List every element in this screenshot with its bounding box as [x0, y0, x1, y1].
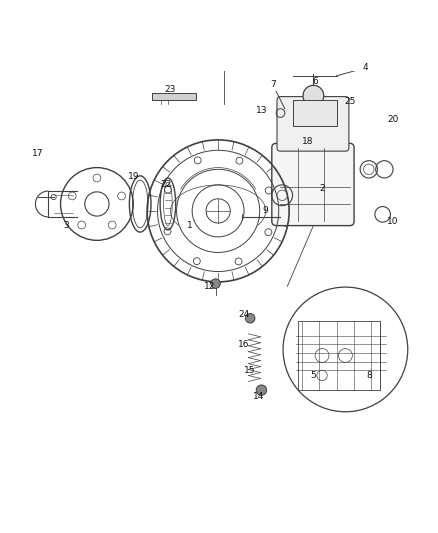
Text: 3: 3: [63, 221, 69, 230]
Bar: [298, 321, 380, 390]
Text: 22: 22: [161, 180, 172, 189]
Text: 1: 1: [187, 221, 192, 230]
Text: 13: 13: [256, 106, 267, 115]
Text: 4: 4: [363, 63, 368, 71]
Text: 16: 16: [237, 340, 249, 349]
Text: 9: 9: [262, 206, 268, 214]
Text: 12: 12: [204, 282, 215, 290]
Circle shape: [245, 313, 255, 323]
FancyBboxPatch shape: [277, 96, 349, 151]
Circle shape: [256, 385, 267, 395]
Text: 15: 15: [244, 366, 256, 375]
Text: 20: 20: [387, 115, 399, 124]
Text: 5: 5: [311, 371, 316, 380]
Bar: [152, 93, 196, 100]
Text: 19: 19: [127, 172, 139, 181]
Text: 8: 8: [366, 371, 372, 380]
Text: 7: 7: [271, 80, 276, 89]
Text: 6: 6: [312, 77, 318, 85]
Circle shape: [303, 85, 324, 106]
Text: 11: 11: [216, 0, 227, 1]
Circle shape: [211, 279, 220, 288]
Text: 2: 2: [319, 184, 325, 193]
Bar: [293, 100, 337, 126]
Text: 17: 17: [32, 149, 44, 158]
FancyBboxPatch shape: [272, 143, 354, 225]
Text: 14: 14: [253, 392, 265, 401]
Text: 23: 23: [164, 85, 175, 94]
Text: 24: 24: [238, 310, 250, 319]
Text: 18: 18: [302, 137, 314, 146]
Text: 10: 10: [387, 217, 399, 226]
Text: 25: 25: [344, 98, 355, 106]
